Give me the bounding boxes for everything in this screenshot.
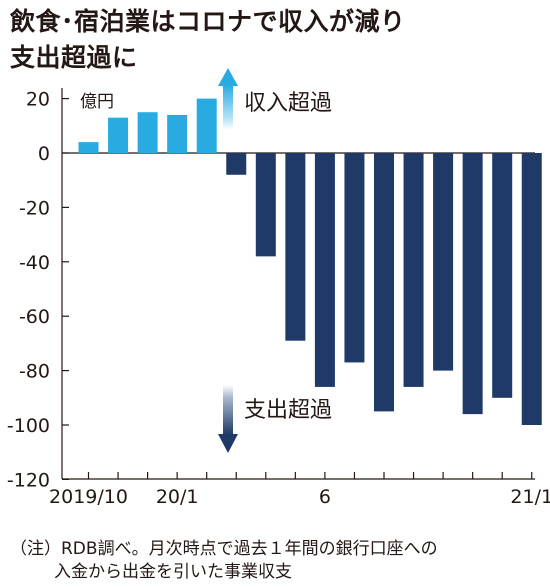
bar-2020-12 [492, 153, 513, 398]
footnote: （注）RDB調べ。月次時点で過去１年間の銀行口座への 入金から出金を引いた事業収… [10, 538, 545, 584]
bars [78, 98, 542, 425]
x-axis: 2019/10 20/1 6 21/1 [49, 152, 550, 508]
unit-label: 億円 [80, 92, 114, 112]
bar-2020-3 [226, 153, 247, 175]
bar-2020-2 [196, 98, 217, 153]
bar-2019-11 [108, 117, 129, 153]
x-tick-label: 20/1 [156, 486, 199, 508]
income-arrow-icon [218, 68, 238, 130]
bar-2020-8 [374, 153, 394, 412]
x-tick-label: 2019/10 [49, 486, 128, 508]
y-tick-label: -20 [19, 197, 50, 219]
footnote-line-2: 入金から出金を引いた事業収支 [54, 562, 292, 582]
bar-2019-12 [137, 112, 158, 153]
income-label: 収入超過 [244, 91, 332, 116]
bar-21-1 [521, 153, 542, 425]
y-tick-label: -60 [19, 306, 50, 328]
title-line-1: 飲食･宿泊業はコロナで収入が減り [10, 7, 406, 36]
expense-label: 支出超過 [244, 398, 332, 423]
bar-2020-9 [403, 153, 424, 387]
bar-2020-7 [344, 153, 365, 363]
bar-2019-10 [78, 142, 99, 153]
x-tick-label: 21/1 [510, 486, 550, 508]
chart-title: 飲食･宿泊業はコロナで収入が減り 支出超過に [10, 4, 540, 76]
title-line-2: 支出超過に [10, 43, 138, 72]
bar-6 [314, 153, 335, 387]
x-tick-label: 6 [319, 486, 331, 508]
bar-2020-11 [462, 153, 483, 415]
footnote-line-1: （注）RDB調べ。月次時点で過去１年間の銀行口座への [10, 539, 438, 559]
y-axis: 20 0 -20 -40 -60 -80 -100 -120 [7, 88, 69, 491]
y-tick-label: -100 [7, 415, 50, 437]
y-tick-label: 0 [38, 143, 50, 165]
expense-arrow-icon [218, 385, 238, 453]
y-tick-label: -80 [19, 361, 50, 383]
bar-20-1 [167, 114, 188, 153]
bar-2020-10 [433, 153, 454, 371]
y-tick-label: 20 [26, 89, 50, 111]
bar-2020-5 [285, 153, 306, 341]
y-tick-label: -120 [7, 469, 50, 491]
bar-2020-4 [255, 153, 276, 257]
y-tick-label: -40 [19, 252, 50, 274]
